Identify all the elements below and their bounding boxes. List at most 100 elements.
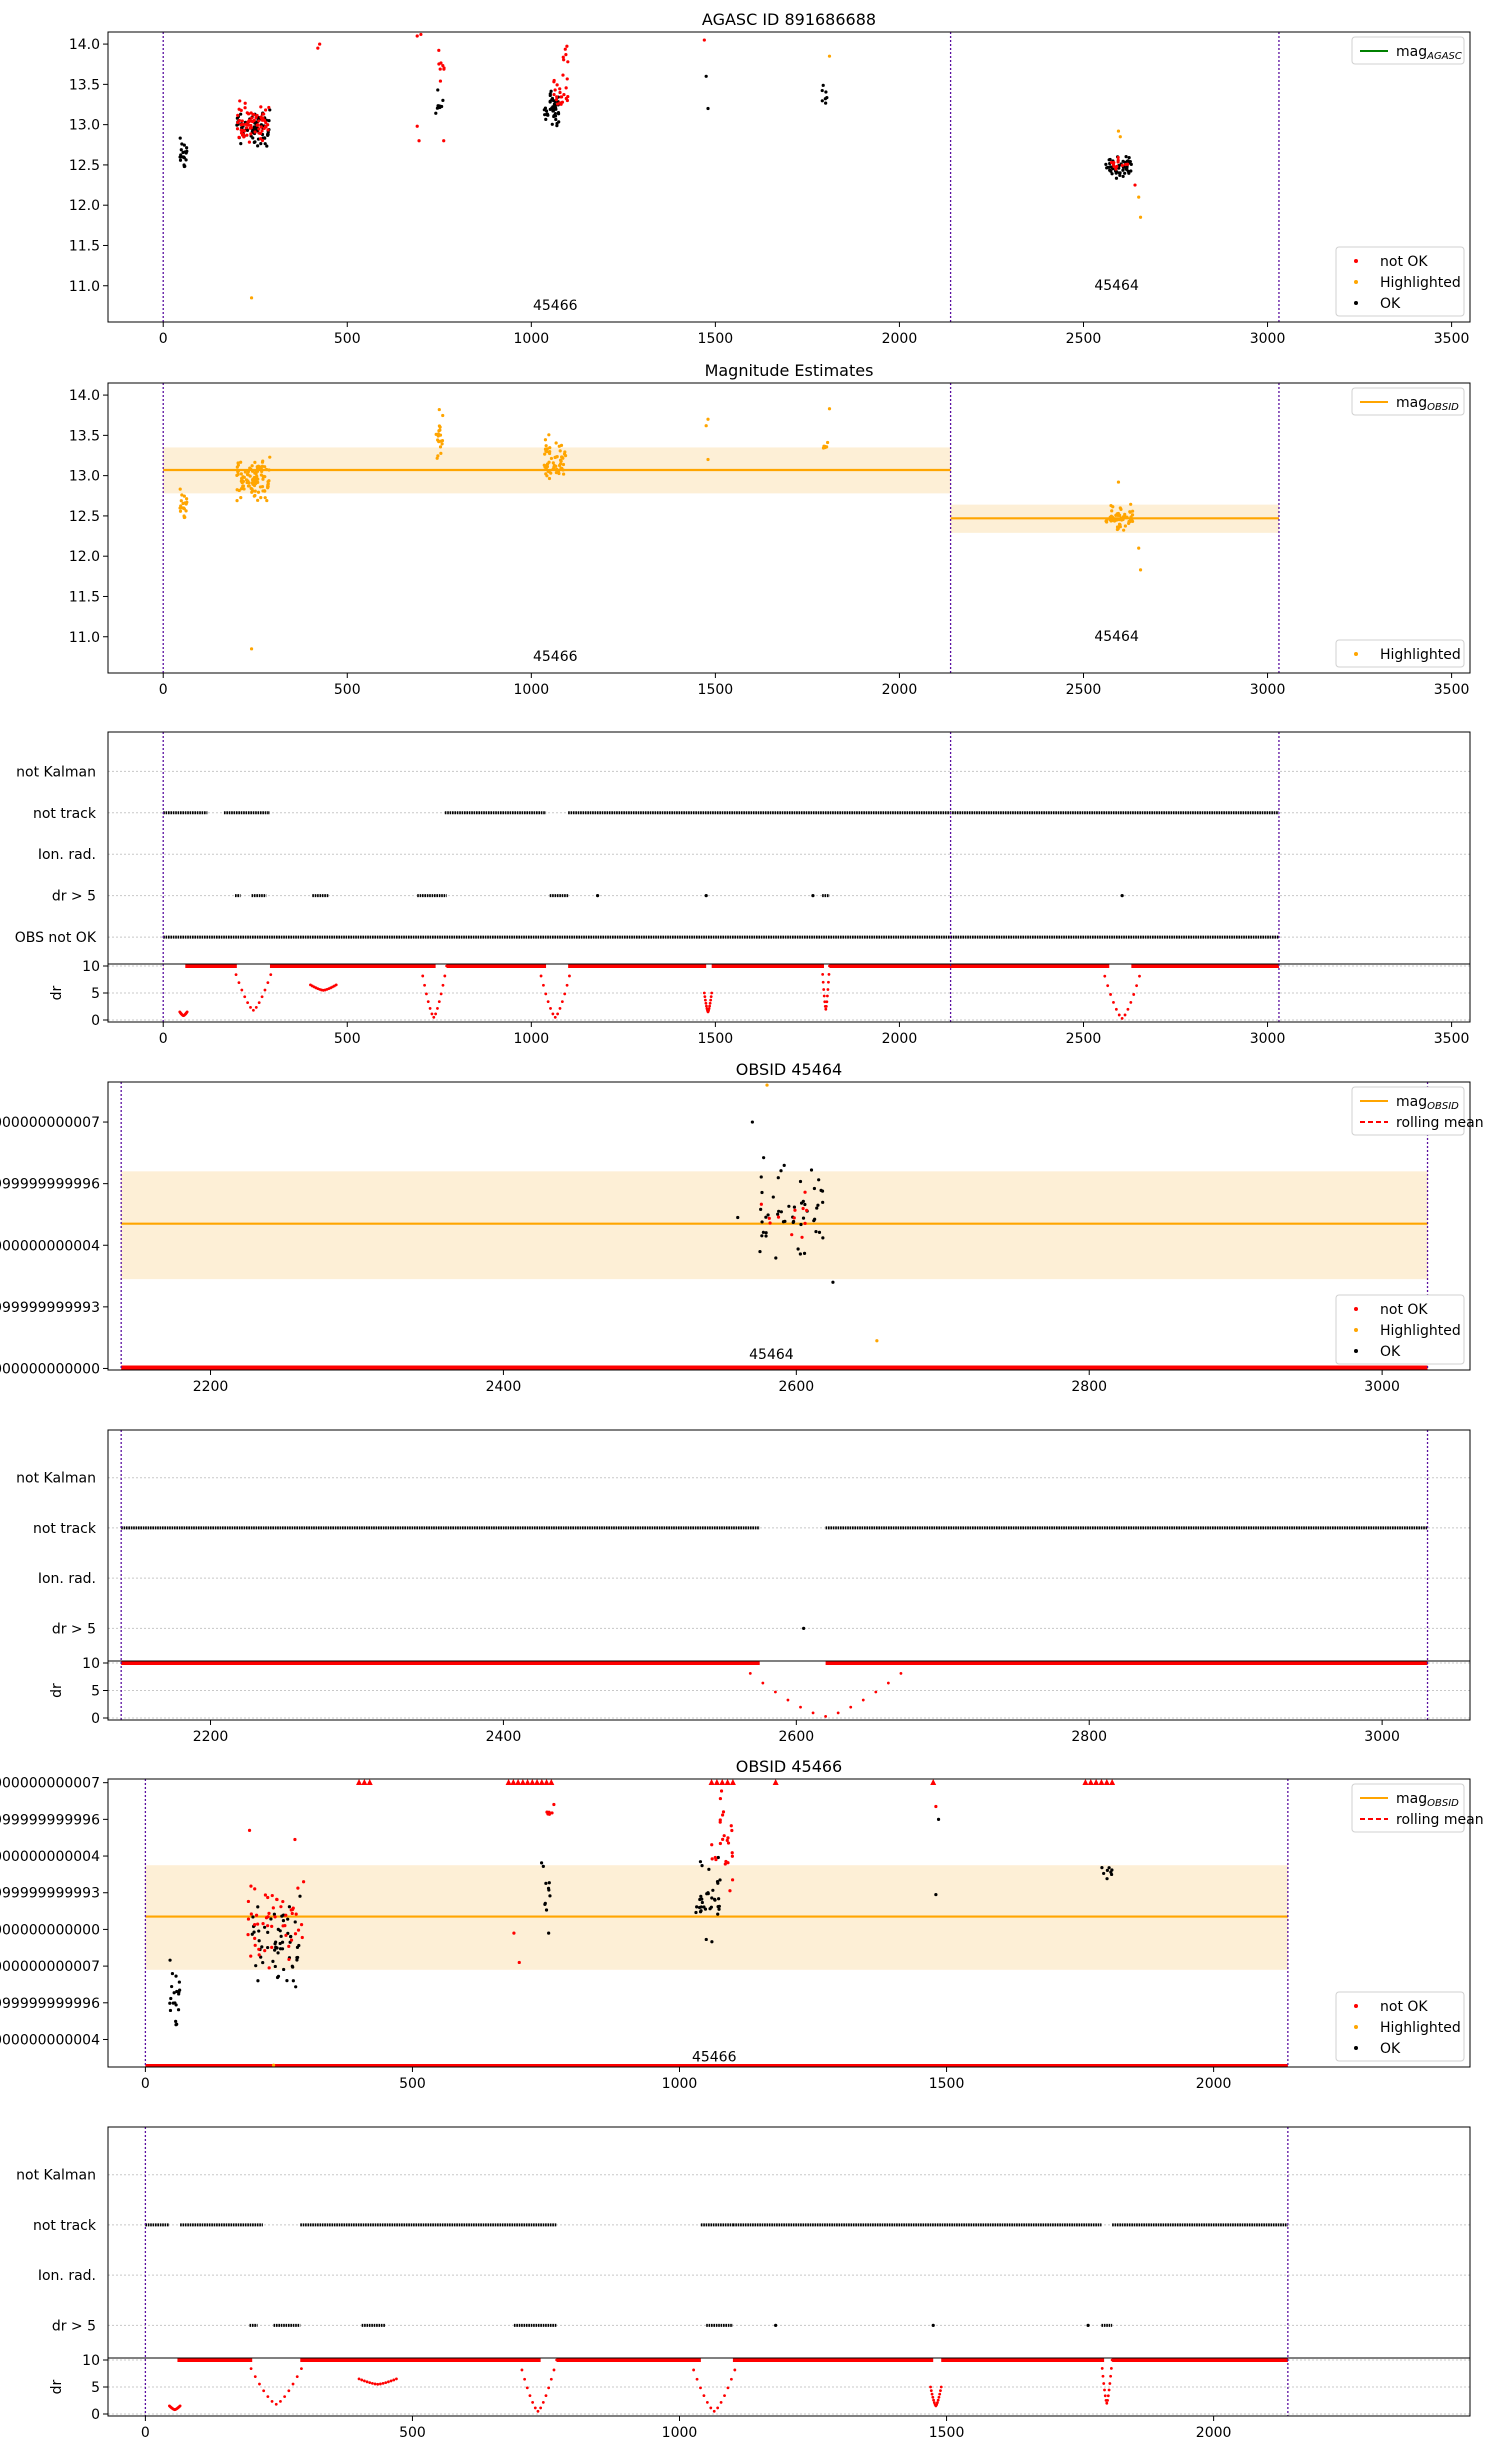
panel-title: OBSID 45466 [736, 1757, 842, 1776]
data-point [831, 1280, 835, 1284]
data-point [276, 1927, 280, 1931]
data-point [259, 125, 263, 129]
data-point [260, 138, 265, 143]
y-tick-label: 12.5 [69, 509, 100, 525]
data-point [253, 460, 257, 464]
data-point [256, 490, 261, 494]
data-point [553, 88, 557, 92]
data-point [246, 1933, 250, 1937]
data-point [250, 1932, 254, 1936]
data-point [240, 480, 245, 484]
data-point [1129, 169, 1133, 173]
axes-frame [107, 1081, 1471, 1371]
data-point [268, 108, 272, 112]
data-point [271, 1959, 275, 1964]
data-point [180, 142, 184, 146]
dr-point [821, 972, 825, 976]
data-point [750, 1120, 754, 1124]
data-point [265, 144, 269, 148]
legend-label: Highlighted [1380, 2020, 1461, 2036]
data-point [563, 47, 567, 51]
out-of-range-marker [1087, 1779, 1094, 1785]
data-point [176, 2008, 181, 2012]
data-point [251, 1915, 255, 1919]
axes-frame [107, 2126, 1471, 2417]
dr-point [334, 983, 338, 987]
y-tick-label: 13.8000000000000007 [0, 1776, 100, 1792]
data-point [257, 1947, 261, 1951]
data-point [242, 475, 246, 479]
data-point [561, 73, 565, 77]
data-point [549, 471, 553, 475]
data-point [544, 109, 549, 113]
data-point [730, 1851, 734, 1855]
data-point [266, 483, 270, 487]
data-point [1109, 1870, 1113, 1874]
data-point [718, 1878, 722, 1882]
dr-point [443, 974, 447, 978]
dr-point [274, 2402, 278, 2406]
data-point [827, 54, 832, 58]
dr-point [258, 2382, 261, 2386]
dr-point [1140, 964, 1144, 968]
panel-title: OBSID 45464 [736, 1060, 842, 1079]
data-point [1115, 164, 1119, 169]
dr-tick-label: 10 [82, 959, 100, 975]
data-point [558, 90, 562, 95]
legend-label: Highlighted [1380, 275, 1461, 291]
x-tick-label: 0 [159, 1031, 168, 1047]
data-point [766, 1213, 770, 1217]
data-point [256, 1979, 260, 1983]
data-point [1111, 505, 1115, 509]
data-point [760, 1234, 764, 1238]
data-point [816, 1203, 820, 1207]
data-point [699, 1905, 703, 1909]
data-point [729, 1824, 733, 1828]
plot-area [108, 1430, 1470, 1720]
legend-point-swatch [1354, 301, 1358, 305]
data-point [253, 1936, 257, 1940]
x-tick-label: 3500 [1434, 1031, 1470, 1047]
data-point [300, 1935, 304, 1940]
obsid-label: 45464 [1094, 278, 1139, 294]
dr-point [1132, 993, 1136, 996]
out-of-range-marker [538, 1779, 545, 1785]
data-point [239, 472, 243, 476]
data-point [254, 481, 258, 486]
dr-point [930, 2392, 934, 2396]
x-tick-label: 1000 [514, 331, 550, 347]
data-point [557, 444, 561, 448]
data-point [284, 1913, 288, 1917]
data-point [246, 120, 250, 124]
dr-point [517, 2358, 521, 2362]
dr-point [552, 2368, 556, 2372]
data-point [875, 1339, 879, 1343]
data-point [178, 136, 182, 140]
data-point [725, 1838, 729, 1843]
data-point [281, 1924, 285, 1928]
dr-point [437, 1000, 441, 1004]
legend-label-subscript: OBSID [1427, 1798, 1459, 1809]
data-point [273, 1915, 277, 1919]
dr-point [704, 1001, 708, 1005]
legend-point-swatch [1354, 1307, 1358, 1311]
data-point [822, 444, 826, 448]
dr-point [553, 1015, 557, 1019]
x-tick-label: 2800 [1071, 1729, 1107, 1745]
dr-point [434, 1012, 438, 1016]
data-point [700, 1897, 704, 1901]
x-tick-label: 1000 [514, 1031, 550, 1047]
data-point [255, 113, 259, 118]
data-point [712, 1897, 717, 1901]
dr-point [441, 983, 445, 987]
dr-point [549, 2377, 553, 2381]
dr-point [541, 2401, 545, 2404]
data-point [259, 1955, 263, 1959]
dr-point [426, 1000, 430, 1004]
dr-point [283, 2395, 287, 2399]
dr-point [1103, 974, 1107, 978]
data-point [271, 1906, 275, 1910]
data-point [263, 475, 267, 479]
data-point [1128, 159, 1132, 164]
